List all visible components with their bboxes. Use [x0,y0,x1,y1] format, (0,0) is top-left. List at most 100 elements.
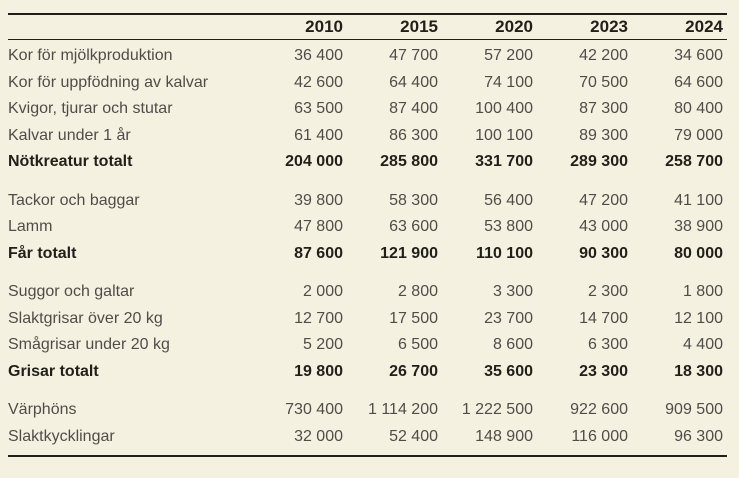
value-cell: 38 900 [674,218,723,235]
value-cell: 100 100 [475,126,533,144]
year-column-header: 2020 [442,14,537,40]
value-cell: 80 400 [674,100,723,117]
header-empty-cell [8,14,252,40]
value-cell: 35 600 [484,362,533,380]
value-cell: 42 200 [579,47,628,64]
value-cell: 47 200 [579,191,628,209]
value-cell: 23 300 [579,362,628,380]
value-cell: 258 700 [665,153,723,170]
year-column-header: 2010 [252,14,347,40]
value-cell: 12 700 [294,309,343,327]
value-cell: 90 300 [579,244,628,262]
table-row: Suggor och galtar 2 000 2 800 3 300 2 300 1 8… [8,267,727,306]
value-cell: 121 900 [380,244,438,262]
value-cell: 74 100 [484,73,533,91]
value-cell: 8 600 [492,336,533,353]
value-cell: 204 000 [285,153,343,170]
value-cell: 148 900 [475,427,533,445]
value-cell: 2 000 [302,283,343,300]
value-cell: 47 700 [389,47,438,64]
value-cell: 43 000 [579,218,628,235]
value-cell: 61 400 [294,126,343,144]
value-cell: 909 500 [665,401,723,418]
value-cell: 1 222 500 [461,401,533,418]
livestock-statistics-table: 2010 2015 2020 2023 2024 Kor för mjölkpr… [8,13,727,457]
table-row: Slaktkycklingar 32 000 52 400 148 900 116 00… [8,424,727,457]
value-cell: 100 400 [475,100,533,117]
total-row: Grisar totalt 19 800 26 700 35 600 23 300 18 … [8,359,727,386]
row-label: Kor för mjölkproduktion [8,47,173,64]
value-cell: 23 700 [484,309,533,327]
value-cell: 26 700 [389,362,438,380]
total-row: Får totalt 87 600 121 900 110 100 90 300 80 0… [8,241,727,268]
row-label: Värphöns [8,401,77,418]
row-label: Får totalt [8,244,77,262]
value-cell: 4 400 [682,336,723,353]
table-header: 2010 2015 2020 2023 2024 [8,14,727,40]
row-label: Nötkreatur totalt [8,153,133,170]
value-cell: 58 300 [389,191,438,209]
value-cell: 17 500 [389,309,438,327]
value-cell: 922 600 [570,401,628,418]
value-cell: 36 400 [294,47,343,64]
value-cell: 39 800 [294,191,343,209]
value-cell: 63 600 [389,218,438,235]
value-cell: 64 600 [674,73,723,91]
table-row: Lamm 47 800 63 600 53 800 43 000 38 900 [8,214,727,241]
value-cell: 64 400 [389,73,438,91]
value-cell: 63 500 [294,100,343,117]
table-row: Kor för uppfödning av kalvar 42 600 64 400… [8,70,727,97]
table-row: Tackor och baggar 39 800 58 300 56 400 47 20… [8,176,727,215]
total-row: Nötkreatur totalt 204 000 285 800 331 700 28… [8,149,727,176]
value-cell: 42 600 [294,73,343,91]
year-column-header: 2023 [537,14,632,40]
value-cell: 331 700 [475,153,533,170]
value-cell: 116 000 [571,427,628,445]
value-cell: 47 800 [294,218,343,235]
table-row: Kor för mjölkproduktion 36 400 47 700 57 20… [8,40,727,70]
row-label: Lamm [8,218,53,235]
value-cell: 12 100 [674,309,723,327]
value-cell: 86 300 [389,126,438,144]
value-cell: 96 300 [674,427,723,445]
value-cell: 2 800 [397,283,438,300]
value-cell: 1 800 [682,283,723,300]
row-label: Slaktgrisar över 20 kg [8,309,163,327]
value-cell: 79 000 [674,126,723,144]
value-cell: 289 300 [570,153,628,170]
year-column-header: 2015 [347,14,442,40]
table-row: Slaktgrisar över 20 kg 12 700 17 500 23 700… [8,306,727,333]
value-cell: 6 300 [587,336,628,353]
year-column-header: 2024 [632,14,727,40]
row-label: Grisar totalt [8,362,99,380]
value-cell: 56 400 [484,191,533,209]
value-cell: 5 200 [302,336,343,353]
value-cell: 87 400 [389,100,438,117]
value-cell: 87 600 [294,244,343,262]
value-cell: 2 300 [587,283,628,300]
value-cell: 14 700 [579,309,628,327]
value-cell: 3 300 [492,283,533,300]
value-cell: 87 300 [579,100,628,117]
value-cell: 57 200 [484,47,533,64]
value-cell: 52 400 [389,427,438,445]
row-label: Smågrisar under 20 kg [8,336,170,353]
value-cell: 1 114 200 [368,401,438,418]
value-cell: 730 400 [285,401,343,418]
table-row: Kalvar under 1 år 61 400 86 300 100 100 89 3… [8,123,727,150]
value-cell: 89 300 [579,126,628,144]
row-label: Kor för uppfödning av kalvar [8,73,209,91]
page: 2010 2015 2020 2023 2024 Kor för mjölkpr… [8,13,727,457]
value-cell: 53 800 [484,218,533,235]
row-label: Kvigor, tjurar och stutar [8,100,173,117]
value-cell: 6 500 [397,336,438,353]
value-cell: 110 100 [476,244,533,262]
table-row: Värphöns 730 400 1 114 200 1 222 500 922 600… [8,385,727,424]
row-label: Kalvar under 1 år [8,126,131,144]
value-cell: 285 800 [380,153,438,170]
value-cell: 41 100 [674,191,723,209]
value-cell: 80 000 [674,244,723,262]
row-label: Tackor och baggar [8,191,140,209]
row-label: Suggor och galtar [8,283,135,300]
value-cell: 34 600 [674,47,723,64]
